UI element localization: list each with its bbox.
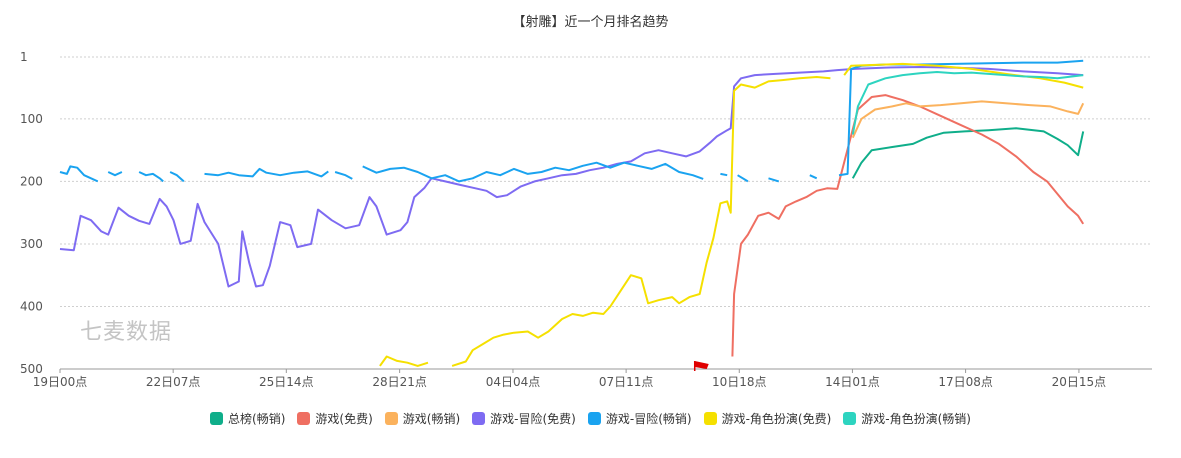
legend-item-2[interactable]: 游戏(畅销) bbox=[384, 410, 461, 427]
series-line-5[interactable] bbox=[843, 62, 1084, 89]
series-line-1[interactable] bbox=[731, 94, 1085, 357]
series-line-4[interactable] bbox=[59, 165, 99, 183]
y-tick-label: 500 bbox=[20, 362, 43, 376]
legend-item-1[interactable]: 游戏(免费) bbox=[297, 410, 373, 427]
flag-icon[interactable] bbox=[694, 361, 709, 369]
series-line-2[interactable] bbox=[851, 100, 1085, 139]
legend-item-6[interactable]: 游戏-角色扮演(畅销) bbox=[843, 410, 971, 427]
legend-swatch bbox=[210, 412, 224, 425]
grid-lines bbox=[60, 56, 1152, 370]
x-tick-label: 04日04点 bbox=[486, 375, 541, 389]
series-line-4[interactable] bbox=[809, 174, 818, 180]
series-line-4[interactable] bbox=[768, 177, 780, 183]
legend-label: 游戏(免费) bbox=[315, 412, 373, 426]
watermark: 七麦数据 bbox=[80, 320, 173, 345]
series-line-5[interactable] bbox=[379, 355, 429, 367]
x-tick-label: 19日00点 bbox=[33, 375, 88, 389]
series-line-4[interactable] bbox=[204, 167, 329, 178]
series-line-3[interactable] bbox=[59, 66, 1084, 288]
legend-label: 游戏-角色扮演(免费) bbox=[721, 412, 832, 426]
x-tick-label: 14日01点 bbox=[825, 375, 880, 389]
series-line-4[interactable] bbox=[362, 161, 704, 183]
legend-label: 游戏(畅销) bbox=[402, 412, 461, 426]
y-axis: 1 100 200 300 400 500 bbox=[20, 50, 43, 376]
series-line-5[interactable] bbox=[451, 76, 831, 367]
legend-item-4[interactable]: 游戏-冒险(畅销) bbox=[587, 410, 692, 427]
legend-item-5[interactable]: 游戏-角色扮演(免费) bbox=[703, 410, 832, 427]
x-axis: 19日00点 22日07点 25日14点 28日21点 04日04点 07日11点 10日1… bbox=[33, 369, 1106, 389]
series-line-4[interactable] bbox=[334, 171, 353, 180]
legend-label: 总榜(畅销) bbox=[228, 412, 286, 426]
x-tick-label: 28日21点 bbox=[372, 375, 427, 389]
series-line-4[interactable] bbox=[107, 171, 123, 177]
legend-label: 游戏-角色扮演(畅销) bbox=[861, 412, 971, 426]
y-tick-label: 100 bbox=[20, 112, 43, 126]
series-line-4[interactable] bbox=[720, 172, 728, 177]
y-tick-label: 1 bbox=[20, 50, 28, 64]
x-tick-label: 22日07点 bbox=[146, 375, 201, 389]
legend-swatch bbox=[843, 412, 857, 425]
legend: 总榜(畅销) 游戏(免费) 游戏(畅销) 游戏-冒险(免费) 游戏-冒险(畅销) 游戏-角… bbox=[0, 410, 1181, 427]
chart-title: 【射雕】近一个月排名趋势 bbox=[512, 15, 669, 30]
x-tick-label: 17日08点 bbox=[938, 375, 993, 389]
legend-swatch bbox=[472, 412, 486, 425]
legend-label: 游戏-冒险(免费) bbox=[490, 412, 576, 426]
flag-marker[interactable] bbox=[693, 361, 709, 371]
legend-swatch bbox=[587, 412, 601, 425]
series-line-6[interactable] bbox=[851, 71, 1084, 135]
series-line-4[interactable] bbox=[737, 174, 749, 183]
legend-swatch bbox=[384, 412, 398, 425]
legend-item-3[interactable]: 游戏-冒险(免费) bbox=[472, 410, 576, 427]
y-tick-label: 400 bbox=[20, 299, 43, 313]
legend-item-0[interactable]: 总榜(畅销) bbox=[210, 410, 285, 427]
legend-label: 游戏-冒险(畅销) bbox=[605, 412, 692, 426]
series-lines bbox=[59, 59, 1085, 367]
series-line-4[interactable] bbox=[169, 171, 185, 183]
x-tick-label: 25日14点 bbox=[259, 375, 314, 389]
x-tick-label: 10日18点 bbox=[712, 375, 767, 389]
series-line-4[interactable] bbox=[138, 171, 164, 183]
y-tick-label: 300 bbox=[20, 237, 43, 251]
x-tick-label: 20日15点 bbox=[1052, 375, 1107, 389]
x-tick-label: 07日11点 bbox=[599, 375, 654, 389]
legend-swatch bbox=[297, 412, 311, 425]
legend-swatch bbox=[703, 412, 717, 425]
y-tick-label: 200 bbox=[20, 174, 43, 188]
series-line-0[interactable] bbox=[851, 127, 1085, 179]
